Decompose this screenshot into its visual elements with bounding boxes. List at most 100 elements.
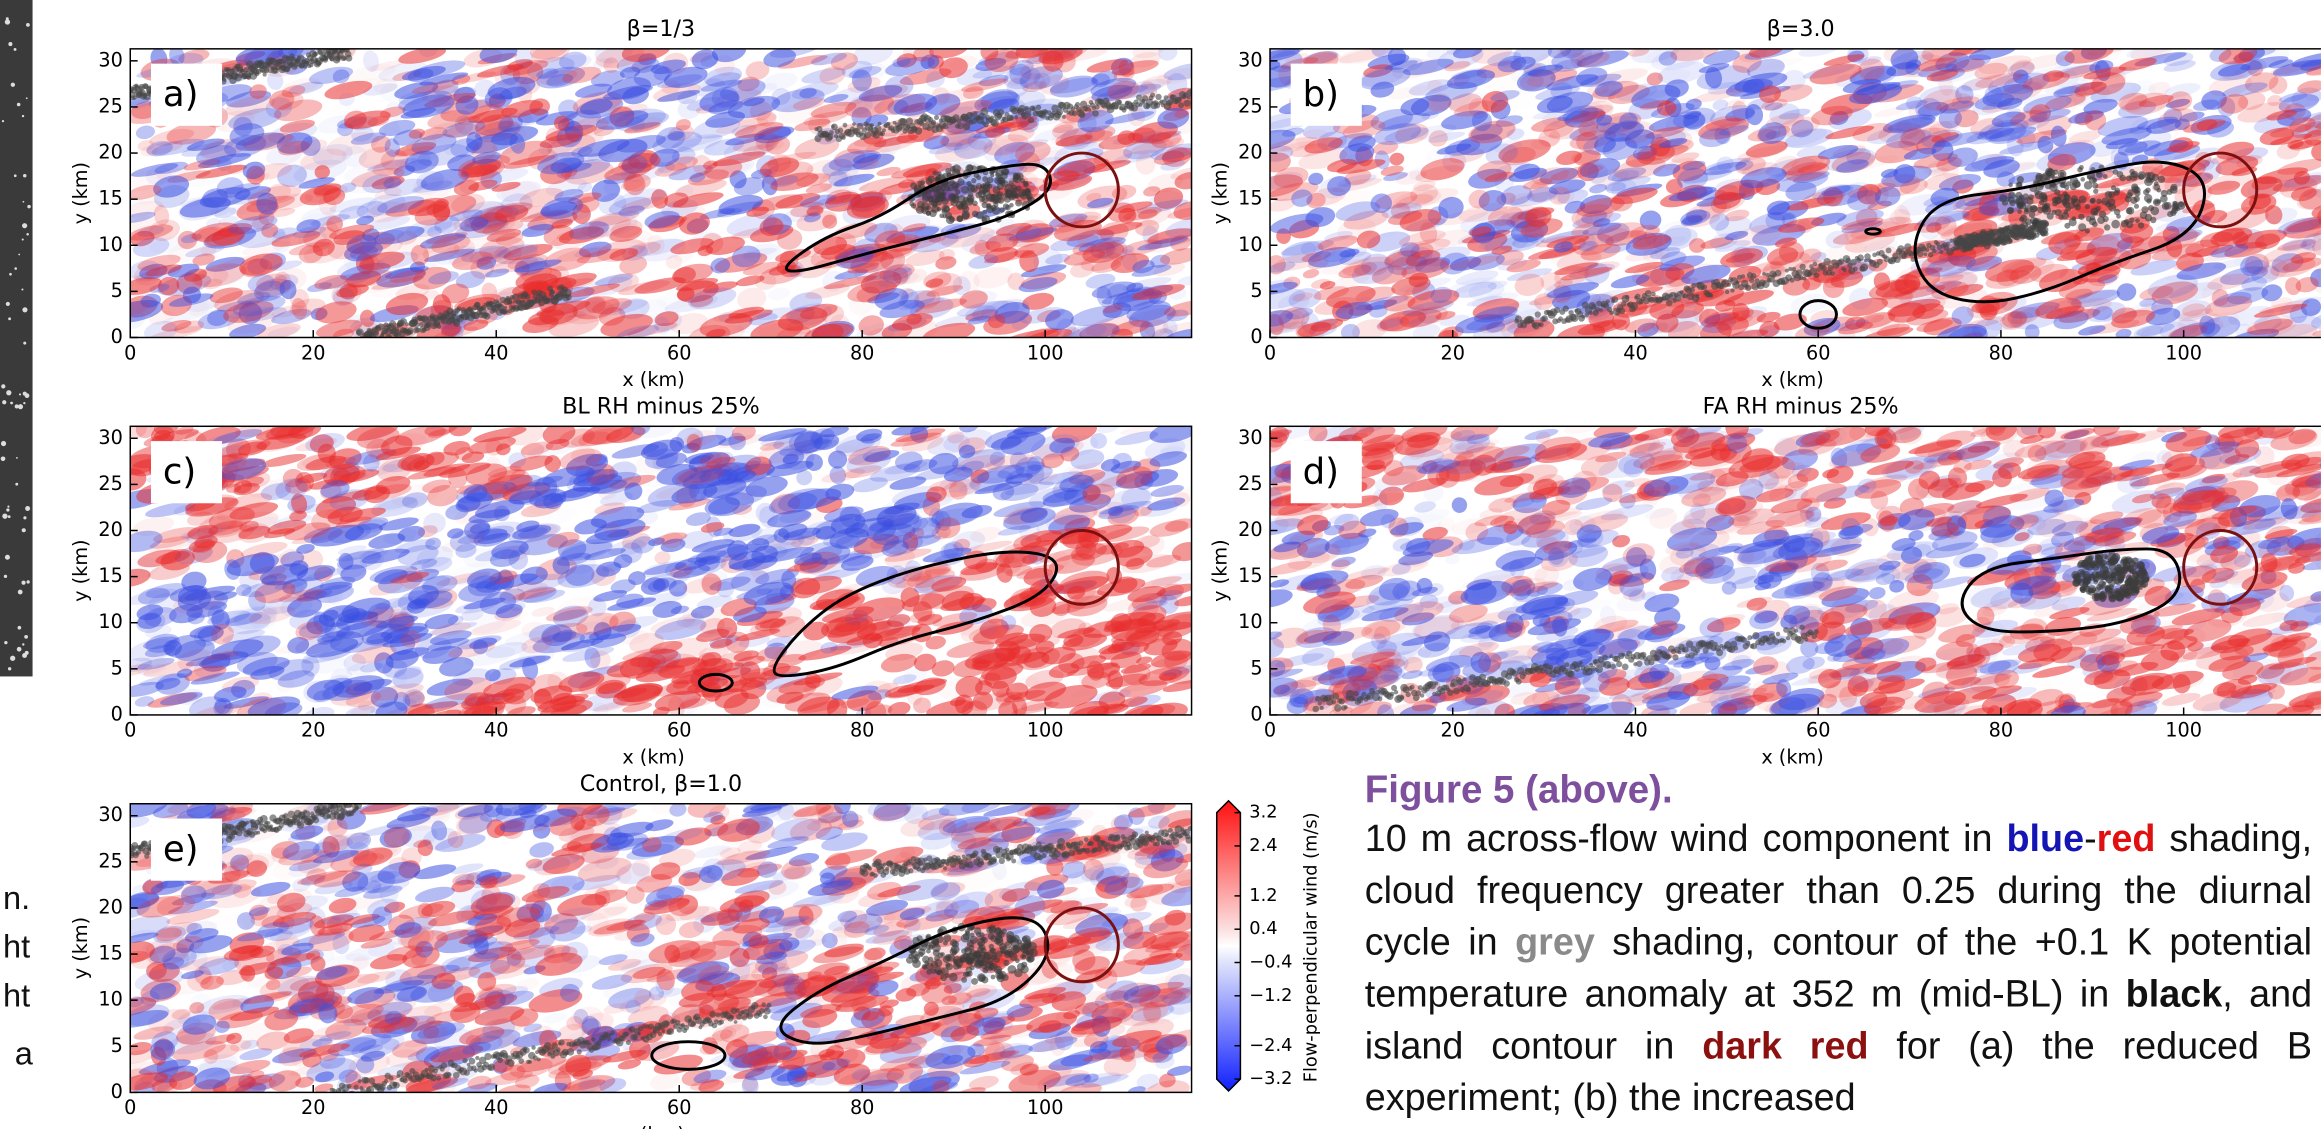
wind-shading xyxy=(215,110,255,133)
wind-shading xyxy=(310,214,351,227)
wind-shading xyxy=(374,187,403,200)
cloud-shading xyxy=(863,131,872,139)
cloud-shading xyxy=(1651,291,1656,297)
wind-shading xyxy=(1802,64,1855,79)
wind-shading xyxy=(2017,129,2036,148)
cloud-shading xyxy=(927,196,934,203)
wind-shading xyxy=(590,70,625,87)
wind-shading xyxy=(620,66,641,79)
wind-shading xyxy=(1682,213,1721,228)
wind-shading xyxy=(1935,323,1987,338)
wind-shading xyxy=(499,140,553,165)
wind-shading xyxy=(367,158,419,172)
y-tick-label: 10 xyxy=(1238,233,1262,256)
wind-shading xyxy=(703,158,755,179)
wind-shading xyxy=(482,220,524,236)
wind-shading xyxy=(808,114,831,135)
wind-shading xyxy=(453,214,487,233)
wind-shading xyxy=(1032,248,1063,271)
wind-shading xyxy=(182,286,202,304)
wind-shading xyxy=(271,208,296,218)
cloud-shading xyxy=(1802,276,1807,281)
wind-shading xyxy=(594,273,633,286)
wind-shading xyxy=(1280,141,1317,152)
wind-shading xyxy=(716,208,742,218)
wind-shading xyxy=(880,249,906,272)
wind-shading xyxy=(1838,326,1856,338)
wind-shading xyxy=(1078,237,1126,253)
panel-title: β=3.0 xyxy=(1767,16,1835,42)
wind-shading xyxy=(799,87,817,99)
cloud-shading xyxy=(975,183,983,190)
wind-shading xyxy=(776,228,803,250)
wind-shading xyxy=(556,246,610,262)
wind-shading xyxy=(358,146,396,169)
wind-shading xyxy=(558,51,587,70)
wind-shading xyxy=(494,204,529,223)
wind-shading xyxy=(369,215,411,231)
cloud-shading xyxy=(1726,282,1731,287)
wind-shading xyxy=(1576,50,1629,68)
wind-shading xyxy=(363,50,379,72)
cloud-shading xyxy=(313,51,318,57)
wind-shading xyxy=(1639,210,1662,230)
wind-shading xyxy=(1672,160,1707,182)
wind-shading xyxy=(2130,259,2178,276)
cloud-shading xyxy=(503,309,509,314)
cloud-shading xyxy=(881,128,886,133)
wind-shading xyxy=(613,188,667,209)
wind-shading xyxy=(961,78,1009,92)
cloud-shading xyxy=(1024,187,1031,193)
wind-shading xyxy=(251,216,270,230)
wind-shading xyxy=(410,244,429,266)
wind-shading xyxy=(1077,110,1114,133)
wind-shading xyxy=(318,194,337,216)
cloud-shading xyxy=(414,322,420,328)
wind-shading xyxy=(703,138,745,156)
wind-shading xyxy=(859,177,907,192)
wind-shading xyxy=(1693,303,1710,323)
wind-shading xyxy=(621,48,671,62)
image-speck xyxy=(21,580,26,585)
wind-shading xyxy=(1391,59,1439,79)
wind-shading xyxy=(753,140,785,153)
wind-shading xyxy=(431,235,471,254)
wind-shading xyxy=(1611,169,1640,183)
wind-shading xyxy=(447,154,476,172)
wind-shading xyxy=(497,243,539,259)
wind-shading xyxy=(983,143,1003,162)
wind-shading xyxy=(314,274,348,290)
wind-shading xyxy=(425,122,466,139)
wind-shading xyxy=(500,193,533,215)
wind-shading xyxy=(607,272,639,292)
wind-shading xyxy=(1102,302,1132,318)
wind-shading xyxy=(549,211,592,224)
wind-shading xyxy=(900,288,920,310)
wind-shading xyxy=(551,218,573,229)
wind-shading xyxy=(822,214,838,229)
wind-shading xyxy=(1121,239,1163,256)
wind-shading xyxy=(809,55,832,66)
cloud-shading xyxy=(934,176,941,183)
wind-shading xyxy=(420,168,470,191)
wind-shading xyxy=(261,223,279,238)
cloud-shading xyxy=(2153,181,2159,187)
wind-shading xyxy=(503,244,553,261)
wind-shading xyxy=(178,49,210,64)
wind-shading xyxy=(1173,201,1192,220)
wind-shading xyxy=(821,305,845,324)
wind-shading xyxy=(1769,103,1800,126)
cloud-shading xyxy=(2049,173,2055,179)
wind-shading xyxy=(2310,268,2321,288)
wind-shading xyxy=(411,133,457,155)
wind-shading xyxy=(811,52,848,66)
cloud-shading xyxy=(2035,172,2044,181)
wind-shading xyxy=(805,159,843,180)
cloud-shading xyxy=(979,195,986,203)
wind-shading xyxy=(678,212,710,235)
wind-shading xyxy=(545,177,587,197)
wind-shading xyxy=(1979,55,2032,75)
wind-shading xyxy=(935,87,983,104)
wind-shading xyxy=(527,56,575,80)
wind-shading xyxy=(1756,128,1777,142)
